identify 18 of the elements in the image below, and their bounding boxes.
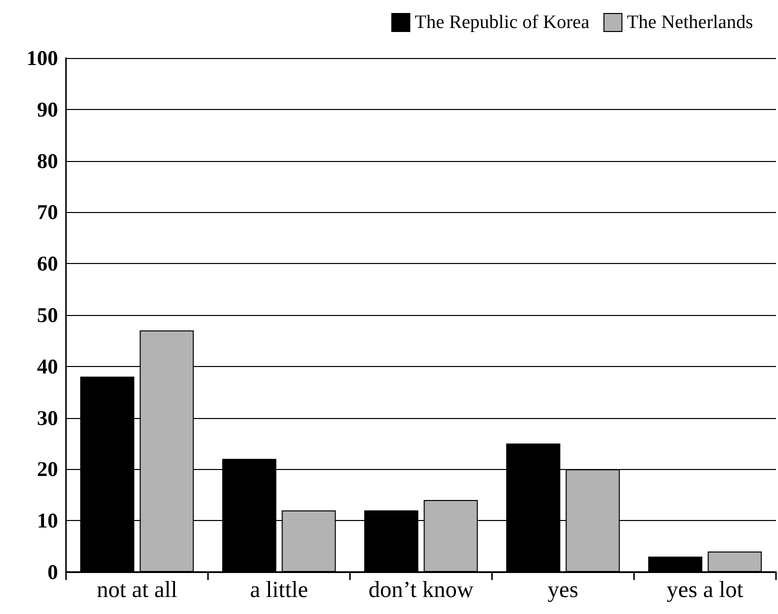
y-tick-label: 80 [37,148,58,173]
y-tick-label: 0 [48,560,58,584]
y-tick-label: 70 [37,200,58,224]
x-tick-label: not at all [96,577,178,602]
y-tick-label: 30 [37,406,58,430]
legend-label: The Netherlands [626,12,754,33]
y-tick-label: 50 [37,303,58,327]
x-tick-label: yes a lot [666,577,744,602]
legend-label: The Republic of Korea [414,12,590,33]
y-tick-label: 100 [26,46,58,70]
y-tick-label: 20 [37,457,58,482]
y-tick-label: 40 [37,354,58,378]
x-tick-label: a little [250,577,308,602]
y-tick-label: 60 [37,252,58,276]
x-tick-label: don’t know [368,577,474,602]
y-tick-label: 10 [37,508,58,533]
y-tick-label: 90 [37,97,58,122]
x-tick-label: yes [548,577,578,602]
